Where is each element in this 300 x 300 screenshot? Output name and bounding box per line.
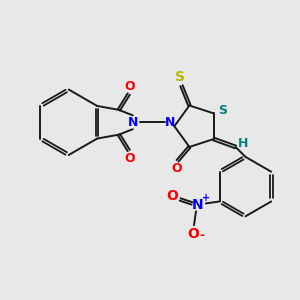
Text: O: O bbox=[124, 152, 135, 165]
Text: O: O bbox=[187, 227, 199, 241]
Text: S: S bbox=[218, 104, 227, 117]
Text: O: O bbox=[124, 80, 135, 93]
Text: -: - bbox=[199, 229, 205, 242]
Text: H: H bbox=[238, 137, 249, 151]
Text: +: + bbox=[202, 194, 210, 203]
Text: O: O bbox=[171, 162, 182, 175]
Text: N: N bbox=[192, 198, 204, 212]
Text: S: S bbox=[175, 70, 184, 84]
Text: N: N bbox=[165, 116, 176, 129]
Text: O: O bbox=[166, 188, 178, 203]
Text: N: N bbox=[128, 116, 138, 129]
